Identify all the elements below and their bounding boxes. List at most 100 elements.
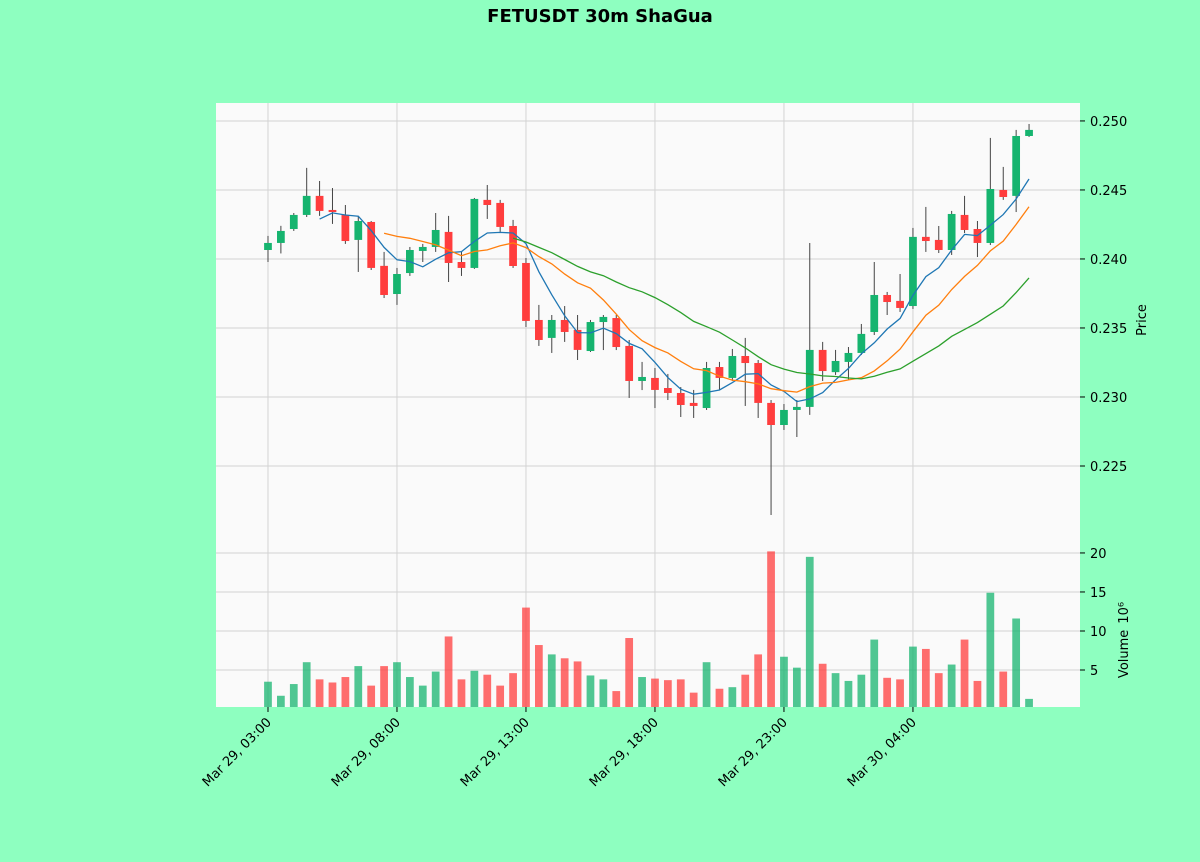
volume-bar bbox=[728, 687, 737, 707]
volume-bar bbox=[547, 654, 556, 707]
volume-tick-label: 20 bbox=[1090, 547, 1107, 562]
volume-bar bbox=[741, 674, 750, 707]
volume-bar bbox=[1025, 698, 1033, 707]
candle-body bbox=[702, 367, 711, 409]
candle-body bbox=[1012, 135, 1021, 196]
y-tick-label: 0.225 bbox=[1090, 460, 1127, 475]
volume-bar bbox=[380, 666, 388, 707]
volume-bar bbox=[960, 639, 969, 707]
volume-bar bbox=[870, 639, 879, 707]
candle-body bbox=[431, 229, 440, 247]
candle-body bbox=[638, 376, 646, 381]
candle-body bbox=[999, 189, 1008, 197]
x-tick-label: Mar 29, 23:00 bbox=[716, 715, 791, 790]
candle-body bbox=[599, 316, 608, 323]
candle-body bbox=[277, 230, 285, 243]
candle-body bbox=[947, 213, 956, 250]
candle-body bbox=[728, 355, 737, 378]
candle-body bbox=[818, 349, 827, 372]
volume-bar bbox=[805, 556, 814, 707]
candle-body bbox=[883, 294, 892, 303]
candle-body bbox=[754, 363, 763, 403]
candle-body bbox=[805, 349, 814, 407]
volume-bar bbox=[586, 675, 595, 707]
volume-bar bbox=[780, 656, 788, 707]
candle-body bbox=[315, 195, 324, 211]
y-tick-label: 0.235 bbox=[1090, 322, 1127, 337]
volume-axis-label: Volume 10⁶ bbox=[1117, 602, 1132, 678]
volume-bar bbox=[767, 551, 775, 707]
x-tick-label: Mar 29, 08:00 bbox=[329, 715, 404, 790]
candle-body bbox=[921, 236, 930, 242]
candle-body bbox=[496, 202, 505, 227]
candle-body bbox=[367, 221, 376, 268]
volume-tick-label: 5 bbox=[1090, 664, 1098, 679]
volume-bar bbox=[625, 638, 634, 707]
volume-bar bbox=[277, 695, 285, 707]
volume-unit: 10⁶ bbox=[1117, 602, 1132, 624]
candle-body bbox=[831, 360, 840, 373]
volume-bar bbox=[315, 679, 324, 707]
volume-bar bbox=[599, 679, 608, 707]
volume-bar bbox=[973, 680, 982, 707]
volume-bar bbox=[702, 662, 711, 707]
volume-bar bbox=[676, 679, 685, 707]
volume-bar bbox=[406, 677, 414, 707]
candle-body bbox=[560, 319, 569, 332]
candle-body bbox=[715, 367, 724, 378]
candle-body bbox=[586, 322, 595, 352]
volume-bar bbox=[792, 667, 801, 707]
volume-bar bbox=[535, 645, 543, 707]
candle-body bbox=[509, 225, 517, 267]
candle-body bbox=[625, 345, 634, 381]
volume-bar bbox=[947, 664, 956, 707]
candle-body bbox=[470, 198, 479, 268]
y-tick-label: 0.250 bbox=[1090, 115, 1127, 130]
moving-average bbox=[383, 206, 1030, 393]
volume-bar bbox=[573, 661, 582, 707]
candle-body bbox=[651, 377, 659, 390]
y-axis-label: Price bbox=[1135, 304, 1150, 336]
candle-body bbox=[767, 402, 775, 425]
volume-bar bbox=[289, 684, 298, 707]
volume-bar bbox=[831, 673, 840, 707]
volume-bar bbox=[921, 648, 930, 707]
volume-tick-label: 10 bbox=[1090, 625, 1107, 640]
volume-bar bbox=[999, 671, 1008, 707]
volume-label: Volume bbox=[1117, 630, 1132, 678]
candle-body bbox=[483, 199, 492, 205]
volume-bar bbox=[883, 677, 892, 707]
candle-body bbox=[741, 355, 750, 364]
candle-body bbox=[663, 388, 672, 393]
volume-bar bbox=[431, 671, 440, 707]
volume-bar bbox=[418, 685, 427, 707]
candle-body bbox=[844, 352, 853, 362]
candle-body bbox=[457, 261, 466, 268]
volume-bar bbox=[896, 679, 904, 707]
x-tick-label: Mar 29, 03:00 bbox=[200, 715, 275, 790]
volume-bar bbox=[638, 677, 646, 707]
volume-bar bbox=[612, 691, 621, 707]
candle-body bbox=[1025, 129, 1033, 136]
volume-bar bbox=[857, 674, 866, 707]
volume-bar bbox=[302, 662, 311, 707]
volume-bar bbox=[689, 692, 698, 707]
volume-bar bbox=[367, 685, 376, 707]
candle-body bbox=[934, 239, 943, 250]
volume-bar bbox=[1012, 618, 1021, 707]
candle-body bbox=[986, 188, 995, 243]
volume-bar bbox=[483, 674, 492, 707]
volume-bar bbox=[818, 663, 827, 707]
volume-bar bbox=[651, 678, 659, 707]
volume-bar bbox=[393, 662, 401, 707]
x-tick-label: Mar 30, 04:00 bbox=[845, 715, 920, 790]
candle-body bbox=[354, 221, 363, 240]
candle-body bbox=[612, 318, 621, 348]
volume-bar bbox=[986, 592, 995, 707]
candle-body bbox=[393, 274, 401, 295]
moving-average bbox=[319, 178, 1030, 403]
volume-bar bbox=[457, 679, 466, 707]
volume-bar bbox=[560, 658, 569, 707]
y-tick-label: 0.230 bbox=[1090, 391, 1127, 406]
